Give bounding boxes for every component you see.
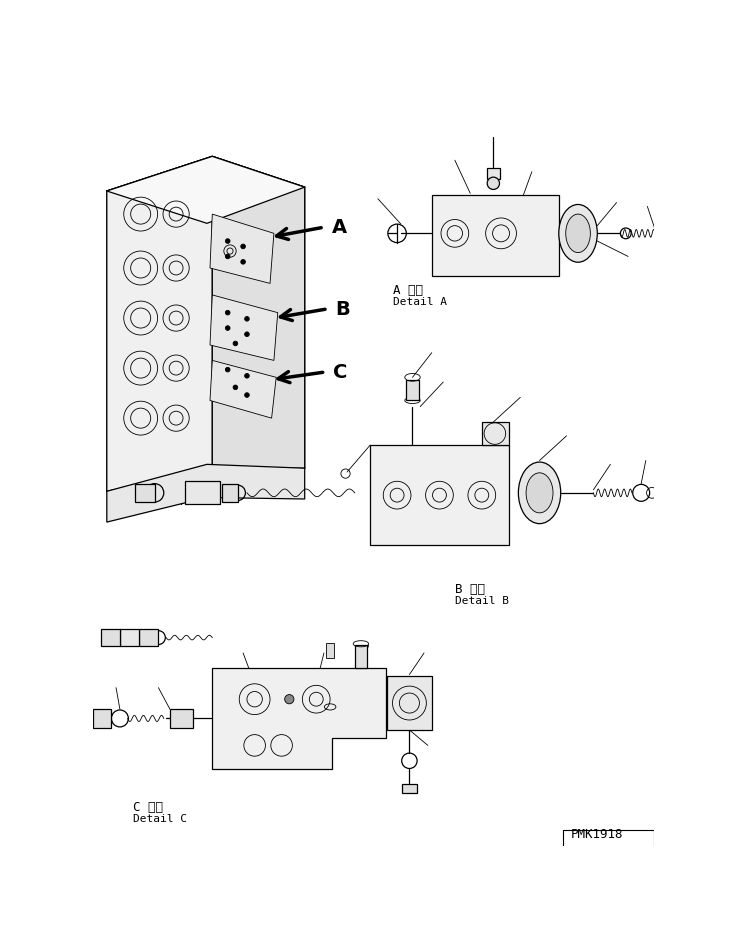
Polygon shape (107, 465, 305, 523)
Bar (658, 483, 679, 503)
Text: C 詳細: C 詳細 (133, 801, 163, 814)
Bar (327, 643, 334, 658)
Circle shape (245, 392, 249, 397)
Circle shape (225, 238, 230, 243)
Bar (136, 484, 155, 503)
Ellipse shape (559, 204, 597, 262)
Text: C: C (333, 363, 348, 382)
Circle shape (241, 259, 246, 264)
Circle shape (245, 316, 249, 321)
Text: A: A (332, 218, 347, 238)
Polygon shape (212, 669, 386, 769)
Circle shape (245, 373, 249, 378)
Bar (120, 629, 139, 646)
Text: Detail C: Detail C (133, 814, 187, 825)
Text: Detail A: Detail A (393, 297, 448, 307)
Circle shape (487, 177, 499, 189)
Text: B: B (335, 300, 350, 319)
Bar (93, 710, 112, 728)
Circle shape (225, 368, 230, 372)
Circle shape (225, 311, 230, 315)
Text: B 詳細: B 詳細 (455, 583, 485, 596)
Circle shape (225, 326, 230, 331)
Polygon shape (210, 214, 274, 283)
Polygon shape (370, 446, 509, 545)
Polygon shape (210, 294, 278, 360)
Bar (355, 645, 367, 669)
Polygon shape (107, 157, 212, 491)
Text: A 詳細: A 詳細 (393, 284, 424, 297)
Circle shape (225, 255, 230, 258)
Bar (402, 784, 417, 793)
Bar (101, 629, 120, 646)
Polygon shape (212, 157, 305, 468)
Bar (673, 226, 690, 241)
Bar (487, 168, 499, 179)
Text: Detail B: Detail B (455, 596, 509, 606)
Bar (139, 629, 158, 646)
Polygon shape (387, 676, 432, 730)
Ellipse shape (518, 462, 561, 523)
Polygon shape (432, 195, 559, 276)
Text: PMK1918: PMK1918 (570, 827, 623, 841)
Bar (185, 482, 220, 504)
Circle shape (285, 694, 294, 704)
Bar (482, 422, 509, 446)
Circle shape (233, 385, 238, 389)
Bar (170, 710, 193, 728)
Circle shape (241, 244, 246, 249)
Circle shape (233, 341, 238, 346)
Ellipse shape (526, 473, 553, 513)
Polygon shape (210, 360, 276, 418)
Polygon shape (107, 157, 305, 223)
Ellipse shape (566, 214, 590, 253)
Bar (406, 380, 418, 401)
Bar (222, 484, 238, 503)
Circle shape (245, 332, 249, 336)
